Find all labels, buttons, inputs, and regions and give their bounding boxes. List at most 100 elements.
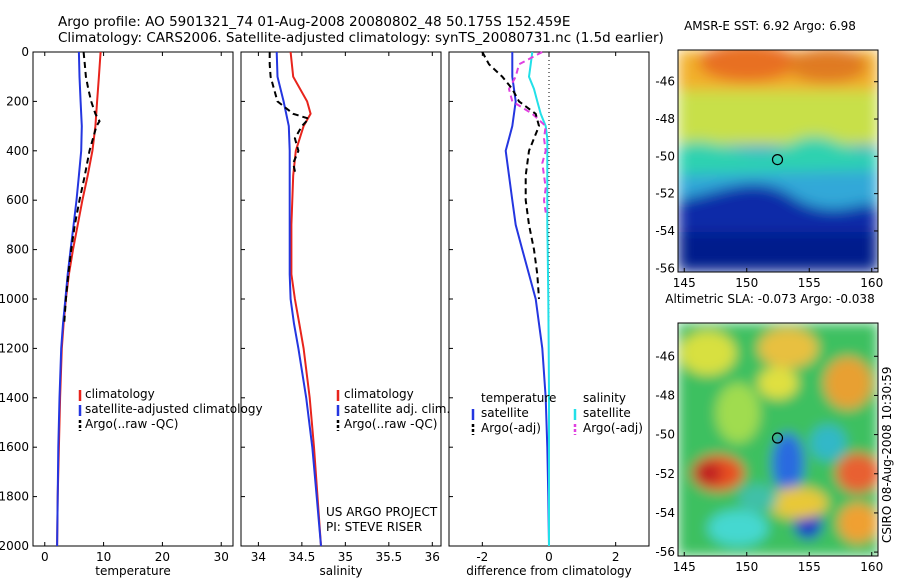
series-line-argo [63, 51, 101, 324]
x-tick-label: 35 [338, 550, 353, 564]
y-tick-label: 0 [21, 45, 29, 59]
legend-entry: satellite adj. clim. [344, 402, 450, 416]
x-tick-label: 34.5 [289, 550, 316, 564]
map-x-tick-label: 155 [798, 560, 821, 574]
x-tick-label: 30 [214, 550, 229, 564]
legend-entry: satellite [481, 406, 529, 420]
sst-map-smooth [678, 50, 878, 272]
axes-frame-1 [240, 51, 442, 547]
series-line-climatology [289, 51, 322, 547]
y-tick-label: 1800 [0, 490, 29, 504]
series-line-argo [268, 52, 311, 176]
legend-entry: Argo(-adj) [481, 421, 541, 435]
sst-warm-patch [788, 50, 868, 83]
legend-group-title: salinity [583, 391, 626, 405]
argo-position-marker [771, 432, 784, 444]
sla-anomaly-patch [680, 331, 736, 375]
x-axis-label: difference from climatology [466, 564, 632, 578]
sst-map-field [678, 50, 878, 272]
map-y-tick-label: -46 [655, 75, 675, 89]
x-axis-label: temperature [95, 564, 170, 578]
legend-entry: Argo(..raw -QC) [85, 417, 178, 431]
sla-anomaly-patch [838, 503, 878, 543]
x-tick-label: 2 [612, 550, 620, 564]
series-line-temperature-satellite [504, 52, 550, 547]
y-tick-label: 600 [6, 193, 29, 207]
map-y-tick-label: -48 [655, 388, 675, 402]
sla-anomaly-patch [738, 484, 778, 512]
map-x-tick-label: 160 [860, 560, 883, 574]
map-x-tick-label: 150 [735, 276, 758, 290]
sla-anomaly-patch [694, 461, 722, 485]
x-tick-label: 10 [96, 550, 111, 564]
chart-title-line2: Climatology: CARS2006. Satellite-adjuste… [58, 30, 664, 46]
x-tick-label: 36 [425, 550, 440, 564]
x-axis-label: salinity [319, 564, 362, 578]
legend-group-title: temperature [481, 391, 556, 405]
sla-map-smooth [678, 323, 878, 556]
series-line-satellite-adjusted [56, 51, 83, 547]
sla-anomaly-patch [824, 357, 872, 409]
legend-entry: climatology [344, 387, 414, 401]
annotation-project: US ARGO PROJECT [326, 505, 438, 519]
x-tick-label: 0 [41, 550, 49, 564]
sla-anomaly-patch [772, 433, 804, 493]
map-y-tick-label: -52 [655, 187, 675, 201]
y-tick-label: 1000 [0, 292, 29, 306]
map-y-tick-label: -56 [655, 261, 675, 275]
map-title: Altimetric SLA: -0.073 Argo: -0.038 [665, 292, 874, 306]
map-title: AMSR-E SST: 6.92 Argo: 6.98 [684, 19, 856, 33]
map-y-tick-label: -52 [655, 467, 675, 481]
map-y-tick-label: -48 [655, 112, 675, 126]
legend-entry: Argo(-adj) [583, 421, 643, 435]
map-x-tick-label: 145 [673, 560, 696, 574]
sst-cold-band [678, 232, 878, 272]
sla-anomaly-patch [716, 383, 760, 443]
x-tick-label: 35.5 [375, 550, 402, 564]
y-tick-label: 800 [6, 243, 29, 257]
x-tick-label: -2 [476, 550, 488, 564]
legend-entry: satellite [583, 406, 631, 420]
sla-anomaly-patch [708, 510, 768, 546]
map-y-tick-label: -46 [655, 349, 675, 363]
sst-warm-patch [698, 50, 798, 82]
map-y-tick-label: -50 [655, 149, 675, 163]
y-tick-label: 1600 [0, 440, 29, 454]
y-tick-label: 1200 [0, 341, 29, 355]
sla-anomaly-patch [758, 367, 798, 399]
legend-entry: Argo(..raw -QC) [344, 417, 437, 431]
map-y-tick-label: -54 [655, 506, 675, 520]
series-line-climatology [56, 51, 102, 547]
series-line-salinity-satellite [527, 51, 550, 546]
x-tick-label: 20 [155, 550, 170, 564]
sla-anomaly-patch [810, 425, 846, 461]
axes-frame-0 [32, 51, 234, 547]
chart-title-line1: Argo profile: AO 5901321_74 01-Aug-2008 … [58, 14, 571, 30]
sst-front [678, 136, 878, 175]
y-tick-label: 200 [6, 94, 29, 108]
series-line-satellite-adj [275, 51, 322, 547]
y-tick-label: 2000 [0, 539, 29, 553]
legend-entry: satellite-adjusted climatology [85, 402, 263, 416]
sla-anomaly-patch [768, 487, 828, 519]
map-x-tick-label: 145 [673, 276, 696, 290]
argo-position-marker [771, 154, 784, 166]
sla-anomaly-patch [836, 453, 878, 493]
y-tick-label: 400 [6, 144, 29, 158]
legend-entry: climatology [85, 387, 155, 401]
series-line-salinity-argo [507, 51, 547, 213]
map-x-tick-label: 160 [860, 276, 883, 290]
sla-anomaly-patch [758, 328, 818, 368]
x-tick-label: 34 [251, 550, 266, 564]
map-y-tick-label: -54 [655, 224, 675, 238]
map-x-tick-label: 150 [735, 560, 758, 574]
map-frame [677, 49, 879, 273]
map-frame [677, 322, 879, 557]
map-x-tick-label: 155 [798, 276, 821, 290]
y-tick-label: 1400 [0, 391, 29, 405]
map-y-tick-label: -56 [655, 545, 675, 559]
map-y-tick-label: -50 [655, 428, 675, 442]
sla-map-field [678, 323, 878, 556]
annotation-pi: PI: STEVE RISER [326, 520, 422, 534]
